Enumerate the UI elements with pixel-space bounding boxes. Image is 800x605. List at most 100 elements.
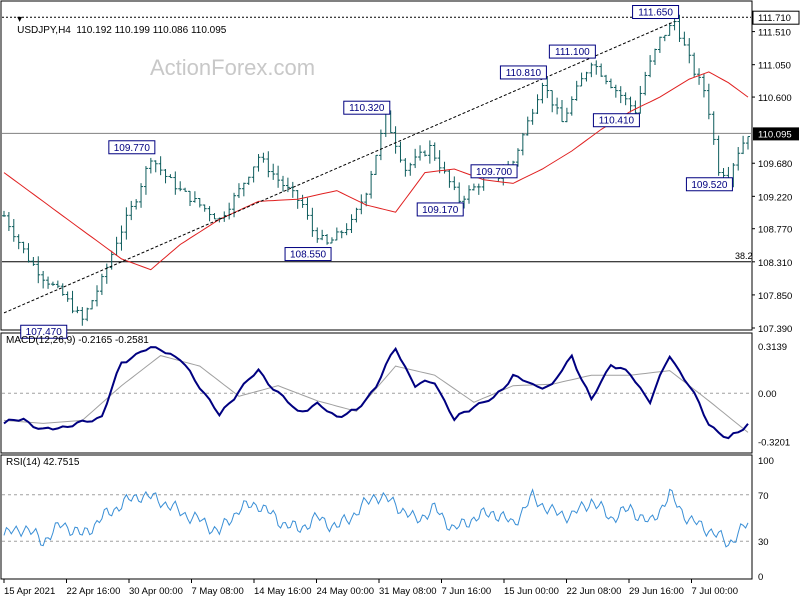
candle <box>257 154 261 172</box>
candle <box>560 100 564 122</box>
candle <box>193 191 197 202</box>
candle <box>408 163 412 176</box>
candle <box>609 79 613 89</box>
collapse-arrow-icon: ▾ <box>17 14 22 25</box>
candle <box>100 274 104 295</box>
candle <box>340 230 344 238</box>
watermark-text: ActionForex.com <box>150 55 315 80</box>
candle <box>619 86 623 103</box>
candle <box>638 86 642 114</box>
macd-y-tick-label: 0.00 <box>758 389 777 400</box>
candle <box>447 170 451 188</box>
candle <box>90 300 94 309</box>
candle <box>22 242 26 253</box>
candle <box>521 133 525 155</box>
x-tick-label: 30 Apr 00:00 <box>129 586 183 597</box>
candle <box>188 191 192 206</box>
candle <box>46 277 50 289</box>
rsi-line <box>4 489 748 546</box>
x-tick-label: 7 Jul 00:00 <box>692 586 738 597</box>
candle <box>692 53 696 78</box>
candle <box>570 96 574 115</box>
candle <box>599 64 603 77</box>
candle <box>614 85 618 98</box>
symbol-header: USDJPY,H4 110.192 110.199 110.086 110.09… <box>17 25 226 36</box>
x-tick-label: 31 May 08:00 <box>379 586 437 597</box>
candle <box>594 60 598 74</box>
candle <box>154 160 158 172</box>
candle <box>418 145 422 160</box>
candle <box>438 150 442 173</box>
rsi-y-tick-label: 0 <box>758 572 763 583</box>
candle <box>66 291 70 301</box>
x-tick-label: 7 Jun 16:00 <box>442 586 492 597</box>
y-tick-label: 108.770 <box>758 225 792 236</box>
candle <box>227 203 231 220</box>
candle <box>624 92 628 105</box>
candle <box>467 185 471 203</box>
candle <box>707 84 711 120</box>
macd-header: MACD(12,26,9) -0.2165 -0.2581 <box>6 335 149 346</box>
candle <box>423 150 427 156</box>
y-tick-label: 110.600 <box>758 93 792 104</box>
annotation-label: 110.810 <box>506 68 542 79</box>
candle <box>139 183 143 208</box>
rsi-y-tick-label: 70 <box>758 491 769 502</box>
rising-trendline <box>4 22 675 313</box>
candle <box>310 208 314 237</box>
candle <box>173 171 177 194</box>
candle <box>736 147 740 171</box>
candle <box>746 136 750 149</box>
candle <box>394 126 398 153</box>
candle <box>119 226 123 251</box>
price-annotation: 111.100 <box>549 45 595 58</box>
rsi-header: RSI(14) 42.7515 <box>6 457 79 468</box>
annotation-label: 108.550 <box>290 250 327 261</box>
y-tick-label: 107.390 <box>758 324 792 335</box>
chart-title: ▾ USDJPY,H4 110.192 110.199 110.086 110.… <box>6 3 226 47</box>
candle <box>168 174 172 178</box>
candle <box>80 307 84 326</box>
candle <box>212 213 216 219</box>
annotation-label: 109.700 <box>476 167 513 178</box>
candle <box>2 211 6 217</box>
candle <box>75 306 79 313</box>
candle <box>305 198 309 220</box>
candle <box>149 158 153 174</box>
candle <box>428 140 432 163</box>
x-tick-label: 24 May 00:00 <box>317 586 375 597</box>
annotation-label: 109.170 <box>422 205 459 216</box>
candle <box>550 91 554 113</box>
candle <box>198 198 202 207</box>
candle <box>584 72 588 82</box>
candle <box>536 94 540 114</box>
candle <box>134 199 138 209</box>
annotation-label: 110.410 <box>599 116 635 127</box>
candle <box>648 55 652 77</box>
x-tick-label: 14 May 16:00 <box>254 586 312 597</box>
y-tick-label: 111.510 <box>758 28 791 39</box>
rsi-y-tick-label: 100 <box>758 456 774 467</box>
candle <box>129 201 133 220</box>
fib-label: 38.2 <box>735 251 753 261</box>
candle <box>144 166 148 195</box>
candle <box>354 208 358 223</box>
x-tick-label: 15 Jun 00:00 <box>504 586 559 597</box>
candle <box>345 223 349 235</box>
candle <box>12 219 16 242</box>
candle <box>741 136 745 154</box>
candle <box>36 256 40 283</box>
candle <box>702 74 706 97</box>
candle <box>115 237 119 256</box>
candle <box>61 283 65 295</box>
candle <box>252 167 256 183</box>
x-tick-label: 22 Apr 16:00 <box>67 586 121 597</box>
candle <box>242 183 246 197</box>
candle <box>526 117 530 136</box>
candle <box>369 171 373 199</box>
price-annotation: 110.320 <box>344 101 390 114</box>
candle <box>545 77 549 98</box>
rsi-y-tick-label: 30 <box>758 537 769 548</box>
candle <box>398 142 402 163</box>
